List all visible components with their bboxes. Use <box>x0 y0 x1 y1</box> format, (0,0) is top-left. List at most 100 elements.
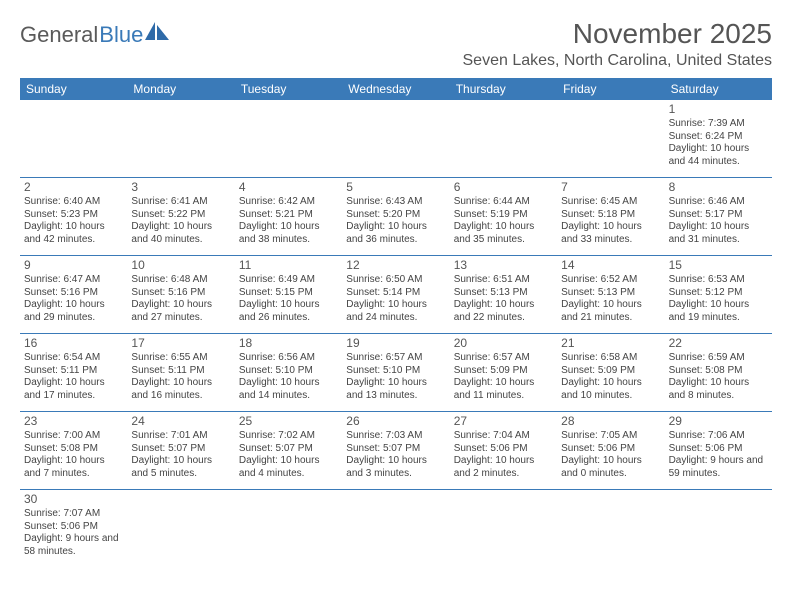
calendar-cell: 18Sunrise: 6:56 AMSunset: 5:10 PMDayligh… <box>235 334 342 412</box>
sunrise-text: Sunrise: 6:44 AM <box>454 196 553 209</box>
daylight-text: Daylight: 10 hours and 21 minutes. <box>561 299 660 324</box>
sunrise-text: Sunrise: 7:02 AM <box>239 430 338 443</box>
calendar-cell: 21Sunrise: 6:58 AMSunset: 5:09 PMDayligh… <box>557 334 664 412</box>
day-header: Thursday <box>450 78 557 100</box>
header: GeneralBlue November 2025 Seven Lakes, N… <box>20 18 772 70</box>
calendar-cell: 26Sunrise: 7:03 AMSunset: 5:07 PMDayligh… <box>342 412 449 490</box>
day-number: 10 <box>131 258 230 273</box>
sunrise-text: Sunrise: 6:56 AM <box>239 352 338 365</box>
logo-text-general: General <box>20 22 98 48</box>
sunset-text: Sunset: 5:19 PM <box>454 209 553 222</box>
day-number: 17 <box>131 336 230 351</box>
calendar-cell-empty <box>557 490 664 568</box>
day-number: 18 <box>239 336 338 351</box>
sunrise-text: Sunrise: 6:55 AM <box>131 352 230 365</box>
calendar-cell: 7Sunrise: 6:45 AMSunset: 5:18 PMDaylight… <box>557 178 664 256</box>
sunset-text: Sunset: 5:11 PM <box>24 365 123 378</box>
calendar-cell-empty <box>342 100 449 178</box>
sunset-text: Sunset: 5:23 PM <box>24 209 123 222</box>
sunrise-text: Sunrise: 6:40 AM <box>24 196 123 209</box>
sunrise-text: Sunrise: 7:03 AM <box>346 430 445 443</box>
calendar-cell: 20Sunrise: 6:57 AMSunset: 5:09 PMDayligh… <box>450 334 557 412</box>
day-number: 19 <box>346 336 445 351</box>
calendar-cell: 1Sunrise: 7:39 AMSunset: 6:24 PMDaylight… <box>665 100 772 178</box>
sunset-text: Sunset: 5:15 PM <box>239 287 338 300</box>
sunrise-text: Sunrise: 6:47 AM <box>24 274 123 287</box>
logo: GeneralBlue <box>20 22 171 48</box>
sunrise-text: Sunrise: 7:07 AM <box>24 508 123 521</box>
day-number: 16 <box>24 336 123 351</box>
calendar-cell: 24Sunrise: 7:01 AMSunset: 5:07 PMDayligh… <box>127 412 234 490</box>
daylight-text: Daylight: 10 hours and 26 minutes. <box>239 299 338 324</box>
calendar-cell-empty <box>235 490 342 568</box>
daylight-text: Daylight: 10 hours and 0 minutes. <box>561 455 660 480</box>
daylight-text: Daylight: 10 hours and 17 minutes. <box>24 377 123 402</box>
daylight-text: Daylight: 10 hours and 7 minutes. <box>24 455 123 480</box>
calendar-cell-empty <box>235 100 342 178</box>
daylight-text: Daylight: 10 hours and 5 minutes. <box>131 455 230 480</box>
day-header: Monday <box>127 78 234 100</box>
sunset-text: Sunset: 5:06 PM <box>24 521 123 534</box>
sunrise-text: Sunrise: 6:57 AM <box>346 352 445 365</box>
day-number: 8 <box>669 180 768 195</box>
calendar-cell: 6Sunrise: 6:44 AMSunset: 5:19 PMDaylight… <box>450 178 557 256</box>
calendar-cell-empty <box>557 100 664 178</box>
calendar-cell: 9Sunrise: 6:47 AMSunset: 5:16 PMDaylight… <box>20 256 127 334</box>
sunrise-text: Sunrise: 6:48 AM <box>131 274 230 287</box>
calendar-cell: 16Sunrise: 6:54 AMSunset: 5:11 PMDayligh… <box>20 334 127 412</box>
sunrise-text: Sunrise: 6:57 AM <box>454 352 553 365</box>
daylight-text: Daylight: 10 hours and 8 minutes. <box>669 377 768 402</box>
day-number: 27 <box>454 414 553 429</box>
sunset-text: Sunset: 5:06 PM <box>669 443 768 456</box>
sunrise-text: Sunrise: 6:41 AM <box>131 196 230 209</box>
sunrise-text: Sunrise: 6:46 AM <box>669 196 768 209</box>
sunrise-text: Sunrise: 6:42 AM <box>239 196 338 209</box>
day-header: Tuesday <box>235 78 342 100</box>
calendar-cell: 15Sunrise: 6:53 AMSunset: 5:12 PMDayligh… <box>665 256 772 334</box>
daylight-text: Daylight: 10 hours and 33 minutes. <box>561 221 660 246</box>
calendar-cell-empty <box>127 490 234 568</box>
calendar-cell-empty <box>665 490 772 568</box>
calendar-cell: 27Sunrise: 7:04 AMSunset: 5:06 PMDayligh… <box>450 412 557 490</box>
daylight-text: Daylight: 10 hours and 36 minutes. <box>346 221 445 246</box>
calendar-cell: 17Sunrise: 6:55 AMSunset: 5:11 PMDayligh… <box>127 334 234 412</box>
logo-text-blue: Blue <box>99 22 143 48</box>
sunset-text: Sunset: 5:08 PM <box>669 365 768 378</box>
day-header: Friday <box>557 78 664 100</box>
sunrise-text: Sunrise: 7:05 AM <box>561 430 660 443</box>
day-number: 11 <box>239 258 338 273</box>
day-header: Saturday <box>665 78 772 100</box>
day-number: 30 <box>24 492 123 507</box>
day-number: 12 <box>346 258 445 273</box>
title-block: November 2025 Seven Lakes, North Carolin… <box>463 18 773 70</box>
day-number: 13 <box>454 258 553 273</box>
calendar-grid: 1Sunrise: 7:39 AMSunset: 6:24 PMDaylight… <box>20 100 772 568</box>
location: Seven Lakes, North Carolina, United Stat… <box>463 52 773 70</box>
calendar-header-row: SundayMondayTuesdayWednesdayThursdayFrid… <box>20 78 772 100</box>
sunset-text: Sunset: 5:10 PM <box>346 365 445 378</box>
day-number: 6 <box>454 180 553 195</box>
daylight-text: Daylight: 10 hours and 42 minutes. <box>24 221 123 246</box>
sunset-text: Sunset: 5:17 PM <box>669 209 768 222</box>
daylight-text: Daylight: 10 hours and 27 minutes. <box>131 299 230 324</box>
month-title: November 2025 <box>463 18 773 50</box>
daylight-text: Daylight: 10 hours and 3 minutes. <box>346 455 445 480</box>
day-number: 24 <box>131 414 230 429</box>
daylight-text: Daylight: 10 hours and 31 minutes. <box>669 221 768 246</box>
daylight-text: Daylight: 9 hours and 58 minutes. <box>24 533 123 558</box>
calendar-cell: 28Sunrise: 7:05 AMSunset: 5:06 PMDayligh… <box>557 412 664 490</box>
sunrise-text: Sunrise: 6:45 AM <box>561 196 660 209</box>
day-number: 15 <box>669 258 768 273</box>
sunset-text: Sunset: 6:24 PM <box>669 131 768 144</box>
daylight-text: Daylight: 10 hours and 13 minutes. <box>346 377 445 402</box>
sunset-text: Sunset: 5:13 PM <box>454 287 553 300</box>
sunrise-text: Sunrise: 6:43 AM <box>346 196 445 209</box>
sunset-text: Sunset: 5:16 PM <box>24 287 123 300</box>
day-number: 21 <box>561 336 660 351</box>
day-number: 14 <box>561 258 660 273</box>
day-number: 20 <box>454 336 553 351</box>
sunset-text: Sunset: 5:20 PM <box>346 209 445 222</box>
calendar-cell: 13Sunrise: 6:51 AMSunset: 5:13 PMDayligh… <box>450 256 557 334</box>
day-number: 5 <box>346 180 445 195</box>
daylight-text: Daylight: 10 hours and 38 minutes. <box>239 221 338 246</box>
